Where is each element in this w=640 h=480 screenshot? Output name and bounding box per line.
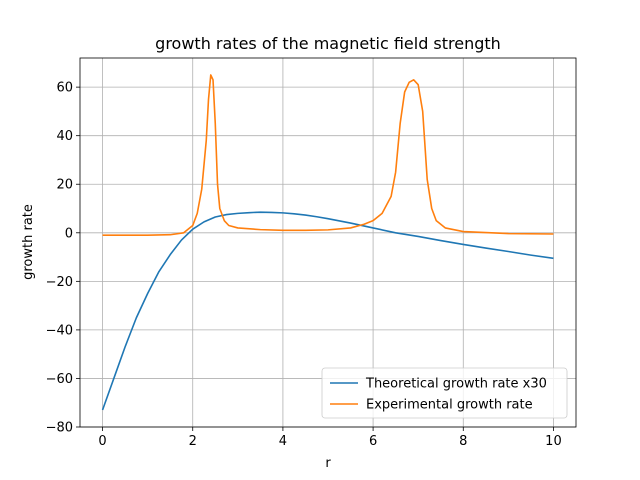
x-tick-label: 0	[98, 434, 106, 449]
y-tick-label: 20	[56, 178, 73, 193]
series-layer	[101, 74, 554, 411]
y-tick-label: 60	[56, 81, 73, 96]
x-axis-label: r	[325, 456, 331, 471]
y-tick-label: −60	[46, 372, 73, 387]
y-tick-label: −20	[46, 275, 73, 290]
y-tick-label: −40	[46, 323, 73, 338]
ticks: 0 2 4 6 8 10 −80 −60 −40 −20 0 20 40 60	[46, 81, 562, 449]
y-tick-label: 0	[65, 226, 73, 241]
series-line-2	[102, 74, 554, 237]
x-tick-label: 8	[459, 434, 467, 449]
chart-title: growth rates of the magnetic field stren…	[155, 34, 501, 53]
legend: Theoretical growth rate x30 Experimental …	[321, 367, 568, 419]
legend-label: Theoretical growth rate x30	[365, 377, 547, 392]
y-axis-label: growth rate	[21, 204, 36, 280]
x-tick-label: 2	[189, 434, 197, 449]
plot-frame	[79, 57, 577, 428]
x-tick-label: 10	[545, 434, 562, 449]
x-tick-label: 4	[279, 434, 287, 449]
legend-label: Experimental growth rate	[366, 398, 533, 413]
y-tick-label: −80	[46, 421, 73, 436]
legend-box	[321, 367, 568, 419]
y-tick-label: 40	[56, 129, 73, 144]
x-tick-label: 6	[369, 434, 377, 449]
series-line-1	[101, 211, 554, 411]
